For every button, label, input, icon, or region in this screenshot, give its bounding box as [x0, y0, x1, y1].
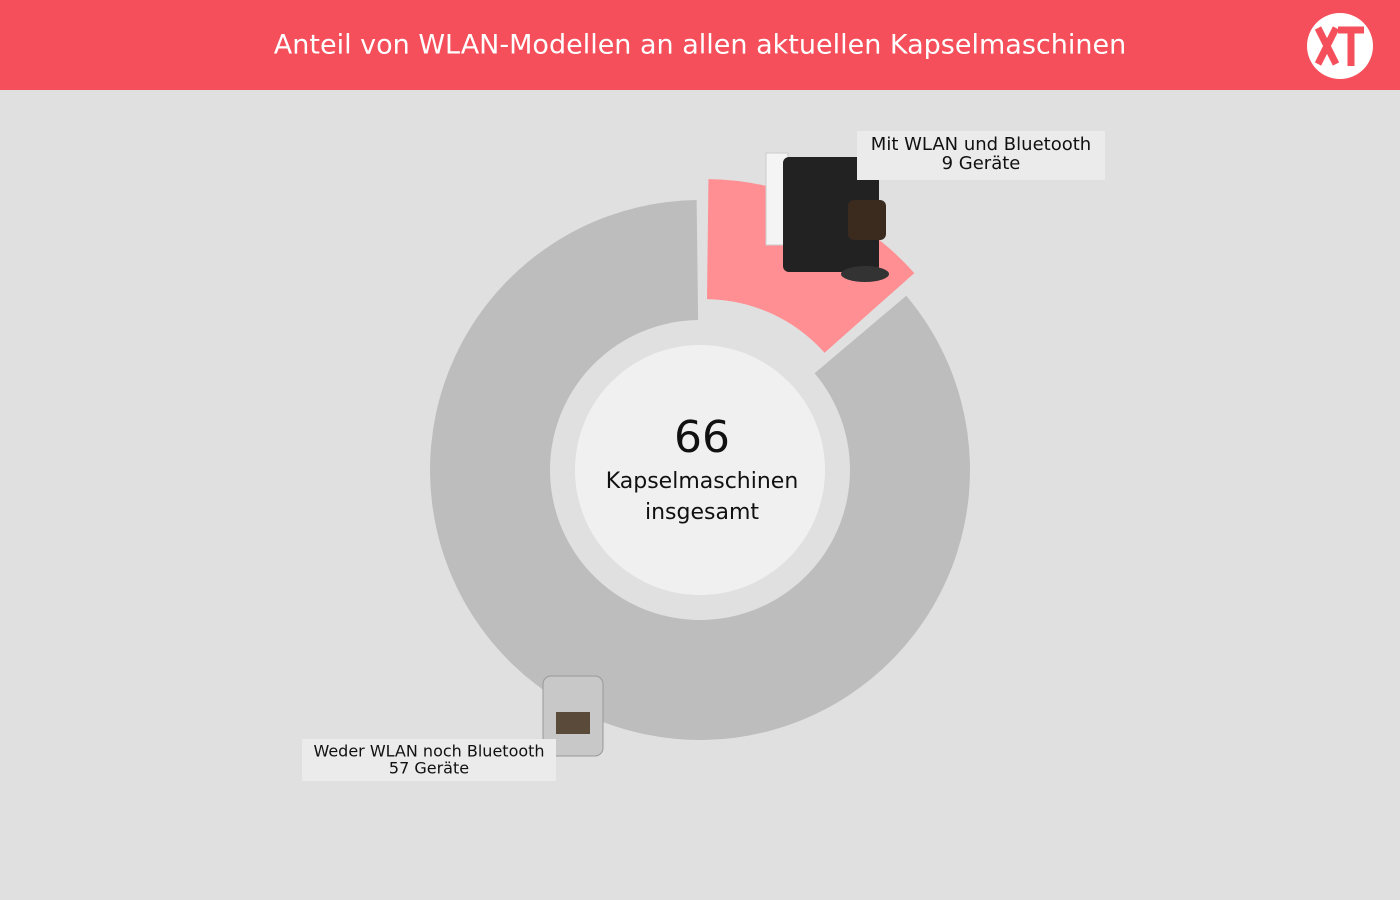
machine-icon — [765, 152, 889, 282]
center-value: 66 — [674, 412, 730, 463]
machine-icon — [542, 675, 604, 757]
segment-label: Mit WLAN und Bluetooth — [871, 134, 1091, 155]
label-box — [302, 739, 556, 781]
label-box — [857, 131, 1105, 180]
donut-segment — [430, 200, 971, 740]
value-label: 9 Geräte — [942, 153, 1021, 174]
segment-label: Weder WLAN noch Bluetooth — [313, 742, 544, 761]
logo — [1307, 13, 1373, 79]
chart-title: Anteil von WLAN-Modellen an allen aktuel… — [274, 30, 1126, 61]
center-disc — [575, 345, 825, 595]
value-label: 57 Geräte — [389, 759, 469, 778]
header-bar — [0, 0, 1400, 90]
center-label: insgesamt — [645, 500, 759, 525]
center-label: Kapselmaschinen — [606, 469, 799, 494]
